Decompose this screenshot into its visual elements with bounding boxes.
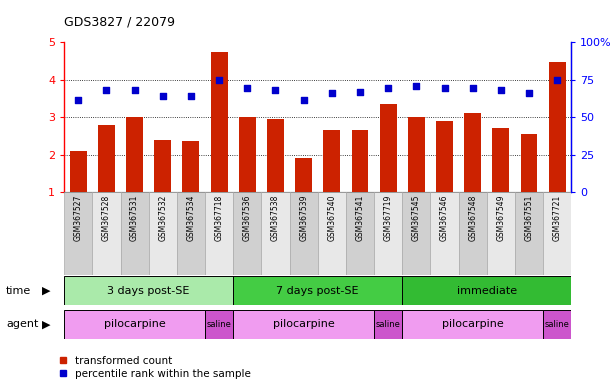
Point — [383, 85, 393, 91]
Text: agent: agent — [6, 319, 38, 329]
Bar — [492, 128, 510, 192]
Bar — [402, 276, 571, 305]
Text: saline: saline — [207, 320, 232, 329]
Text: GDS3827 / 22079: GDS3827 / 22079 — [64, 16, 175, 29]
Text: GSM367721: GSM367721 — [553, 194, 562, 241]
Bar — [464, 113, 481, 192]
Bar — [70, 151, 87, 192]
Text: GSM367548: GSM367548 — [468, 194, 477, 241]
Bar — [262, 192, 290, 275]
Bar — [351, 130, 368, 192]
Text: 7 days post-SE: 7 days post-SE — [276, 286, 359, 296]
Point — [440, 85, 450, 91]
Bar — [436, 121, 453, 192]
Point — [214, 77, 224, 83]
Text: GSM367534: GSM367534 — [186, 194, 196, 241]
Bar — [295, 158, 312, 192]
Bar — [98, 124, 115, 192]
Bar — [346, 192, 374, 275]
Bar — [549, 62, 566, 192]
Bar — [233, 276, 402, 305]
Text: GSM367540: GSM367540 — [327, 194, 336, 241]
Text: GSM367551: GSM367551 — [524, 194, 533, 241]
Bar — [374, 192, 402, 275]
Bar — [374, 310, 402, 339]
Bar — [211, 52, 227, 192]
Text: saline: saline — [376, 320, 401, 329]
Text: saline: saline — [545, 320, 569, 329]
Text: pilocarpine: pilocarpine — [273, 319, 334, 329]
Point — [496, 87, 506, 93]
Bar — [64, 276, 233, 305]
Text: GSM367541: GSM367541 — [356, 194, 365, 241]
Point — [327, 90, 337, 96]
Text: GSM367528: GSM367528 — [102, 194, 111, 241]
Text: pilocarpine: pilocarpine — [442, 319, 503, 329]
Bar — [92, 192, 120, 275]
Bar — [459, 192, 487, 275]
Text: GSM367549: GSM367549 — [496, 194, 505, 241]
Point — [271, 87, 280, 93]
Text: ▶: ▶ — [42, 286, 50, 296]
Bar — [543, 310, 571, 339]
Bar — [487, 192, 515, 275]
Point — [411, 83, 421, 89]
Point — [73, 96, 83, 103]
Bar — [120, 192, 148, 275]
Bar — [430, 192, 459, 275]
Bar — [318, 192, 346, 275]
Bar — [290, 192, 318, 275]
Bar — [515, 192, 543, 275]
Point — [101, 87, 111, 93]
Bar — [183, 141, 199, 192]
Text: GSM367538: GSM367538 — [271, 194, 280, 241]
Bar — [155, 140, 171, 192]
Text: GSM367536: GSM367536 — [243, 194, 252, 241]
Text: 3 days post-SE: 3 days post-SE — [108, 286, 190, 296]
Bar — [239, 117, 256, 192]
Text: immediate: immediate — [456, 286, 517, 296]
Point — [243, 85, 252, 91]
Bar — [521, 134, 538, 192]
Bar — [126, 117, 143, 192]
Bar — [205, 192, 233, 275]
Point — [186, 93, 196, 99]
Bar — [402, 192, 430, 275]
Text: GSM367531: GSM367531 — [130, 194, 139, 241]
Bar — [267, 119, 284, 192]
Text: GSM367539: GSM367539 — [299, 194, 308, 241]
Bar — [543, 192, 571, 275]
Point — [355, 89, 365, 95]
Text: GSM367719: GSM367719 — [384, 194, 393, 241]
Text: GSM367532: GSM367532 — [158, 194, 167, 241]
Text: GSM367718: GSM367718 — [214, 194, 224, 241]
Point — [552, 77, 562, 83]
Legend: transformed count, percentile rank within the sample: transformed count, percentile rank withi… — [60, 356, 251, 379]
Point — [524, 90, 534, 96]
Text: pilocarpine: pilocarpine — [104, 319, 166, 329]
Bar — [177, 192, 205, 275]
Bar — [64, 192, 92, 275]
Point — [299, 97, 309, 103]
Bar — [148, 192, 177, 275]
Point — [468, 85, 478, 91]
Bar — [233, 310, 374, 339]
Bar — [402, 310, 543, 339]
Point — [158, 93, 167, 99]
Text: GSM367527: GSM367527 — [74, 194, 82, 241]
Bar — [323, 130, 340, 192]
Text: GSM367545: GSM367545 — [412, 194, 421, 241]
Text: time: time — [6, 286, 31, 296]
Bar — [233, 192, 262, 275]
Bar — [408, 117, 425, 192]
Text: GSM367546: GSM367546 — [440, 194, 449, 241]
Text: ▶: ▶ — [42, 319, 50, 329]
Bar — [205, 310, 233, 339]
Point — [130, 87, 139, 93]
Bar — [64, 310, 205, 339]
Bar — [379, 104, 397, 192]
